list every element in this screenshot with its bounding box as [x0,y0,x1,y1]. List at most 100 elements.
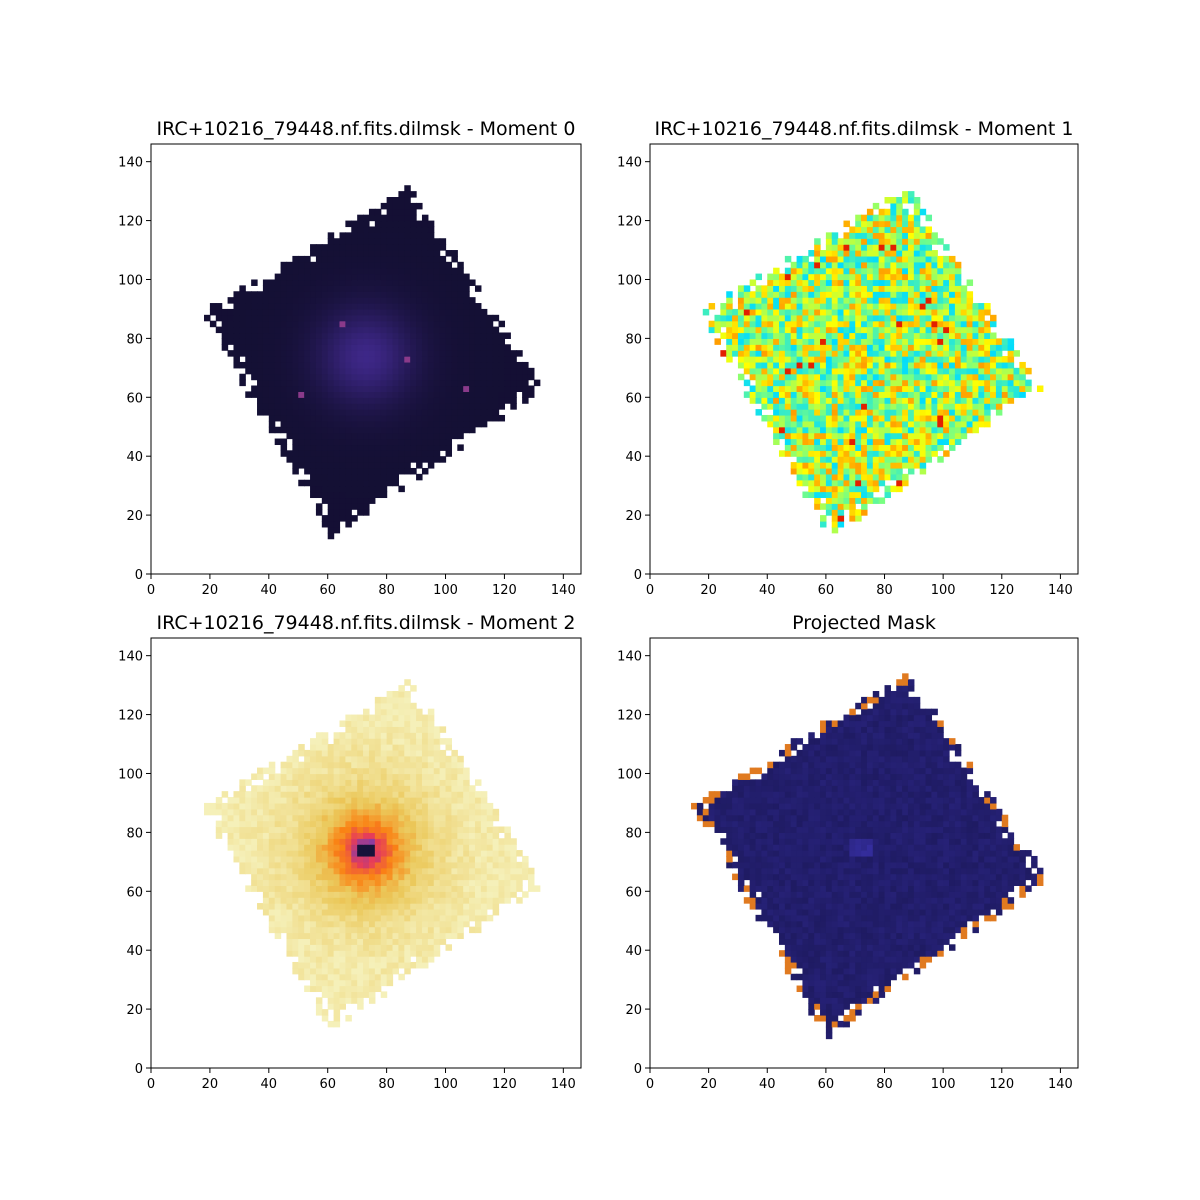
pixel [380,938,388,945]
pixel [872,303,880,310]
pixel [866,220,874,228]
pixel [469,303,476,310]
pixel [433,420,441,428]
pixel [421,320,429,328]
pixel [327,261,335,269]
pixel [345,420,352,428]
pixel [480,356,488,363]
pixel [702,308,710,316]
pixel [445,320,453,328]
pixel [404,926,411,934]
pixel [814,420,821,428]
pixel [972,385,979,392]
pixel [533,379,541,387]
pixel [878,267,886,275]
pixel [416,255,423,263]
pixel [404,414,411,422]
pixel [327,873,335,881]
pixel [457,279,464,286]
pixel [233,350,240,357]
pixel [227,832,235,839]
pixel [814,409,821,416]
pixel [368,973,376,981]
pixel [837,491,845,499]
pixel [292,297,299,304]
pixel [433,414,441,422]
pixel [790,285,798,292]
pixel [451,303,458,310]
pixel [861,356,868,363]
pixel [286,920,293,928]
pixel [363,879,370,886]
pixel [310,802,317,810]
pixel [1025,379,1032,387]
pixel [802,462,809,469]
pixel [374,920,382,928]
pixel [943,356,950,363]
pixel [866,244,874,251]
pixel [333,385,341,392]
pixel [386,197,394,204]
pixel [315,926,323,934]
pixel [351,297,358,304]
pixel [743,338,751,345]
pixel [767,356,774,363]
pixel [457,814,464,822]
pixel [778,279,786,286]
pixel [861,350,868,357]
pixel [292,767,299,775]
pixel [433,285,441,292]
pixel [749,385,757,392]
pixel [843,344,850,351]
pixel [931,326,938,334]
pixel [304,332,311,339]
pixel [802,391,809,398]
pixel [837,509,845,516]
pixel [866,208,874,216]
pixel [315,908,323,916]
pixel [274,773,282,780]
pixel [404,785,411,792]
pixel [861,291,868,298]
pixel [310,479,317,487]
pixel [333,914,341,922]
pixel [374,462,382,469]
pixel [351,361,358,369]
pixel [907,314,915,322]
pixel [907,467,915,475]
pixel [363,903,370,910]
pixel [457,832,464,839]
pixel [884,285,891,292]
pixel [304,255,311,263]
pixel [315,979,323,987]
pixel [949,267,956,275]
pixel [274,855,282,863]
y-tick-label: 60 [126,391,143,406]
pixel [814,397,821,404]
pixel [268,344,276,351]
pixel [298,802,305,810]
pixel [310,444,317,451]
pixel [433,932,441,940]
pixel [814,361,821,369]
pixel [292,438,299,446]
pixel [510,855,517,863]
pixel [498,885,506,892]
pixel [802,409,809,416]
pixel [427,426,435,434]
pixel [262,891,270,898]
pixel [943,379,950,387]
pixel [849,491,856,499]
pixel [463,920,470,928]
pixel [368,467,376,475]
y-tick-label: 120 [617,215,642,230]
pixel [919,391,927,398]
pixel [298,903,305,910]
pixel [463,385,470,392]
pixel [825,232,833,239]
pixel [357,932,364,940]
pixel [357,991,364,998]
pixel [861,397,868,404]
pixel [257,850,264,857]
pixel [966,308,974,316]
